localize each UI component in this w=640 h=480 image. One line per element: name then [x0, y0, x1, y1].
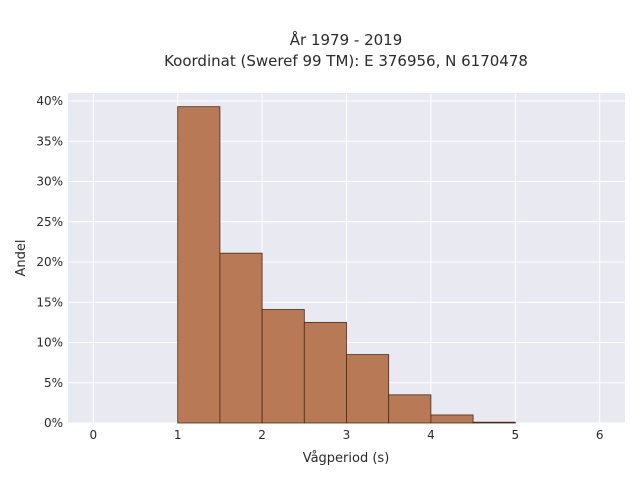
histogram-bar: [472, 421, 516, 424]
x-tick-label: 2: [258, 428, 266, 442]
histogram-bar: [177, 106, 221, 424]
histogram-bar: [219, 252, 263, 424]
y-tick-label: 15%: [36, 295, 63, 309]
y-tick-label: 35%: [36, 134, 63, 148]
histogram-bar: [388, 394, 432, 424]
y-tick-label: 30%: [36, 175, 63, 189]
x-tick-label: 0: [89, 428, 97, 442]
x-tick-label: 1: [174, 428, 182, 442]
x-axis-label: Vågperiod (s): [303, 451, 390, 466]
y-axis-label: Andel: [14, 240, 29, 277]
x-axis-ticks: 0 1 2 3 4 5 6: [89, 428, 603, 442]
chart-subtitle: Koordinat (Sweref 99 TM): E 376956, N 61…: [164, 52, 528, 70]
x-tick-label: 6: [596, 428, 604, 442]
x-tick-label: 4: [427, 428, 435, 442]
histogram-bar: [261, 309, 305, 424]
histogram-bar: [430, 414, 474, 424]
histogram-bar: [346, 354, 390, 424]
y-tick-label: 5%: [44, 376, 63, 390]
y-tick-label: 0%: [44, 416, 63, 430]
y-tick-label: 25%: [36, 215, 63, 229]
histogram-bar: [303, 321, 347, 424]
histogram-bars: [177, 106, 516, 424]
y-tick-label: 10%: [36, 336, 63, 350]
y-tick-label: 20%: [36, 255, 63, 269]
chart-title: År 1979 - 2019: [290, 30, 403, 49]
x-tick-label: 5: [511, 428, 519, 442]
x-tick-label: 3: [343, 428, 351, 442]
y-axis-ticks: 0% 5% 10% 15% 20% 25% 30% 35% 40%: [36, 94, 63, 430]
y-tick-label: 40%: [36, 94, 63, 108]
